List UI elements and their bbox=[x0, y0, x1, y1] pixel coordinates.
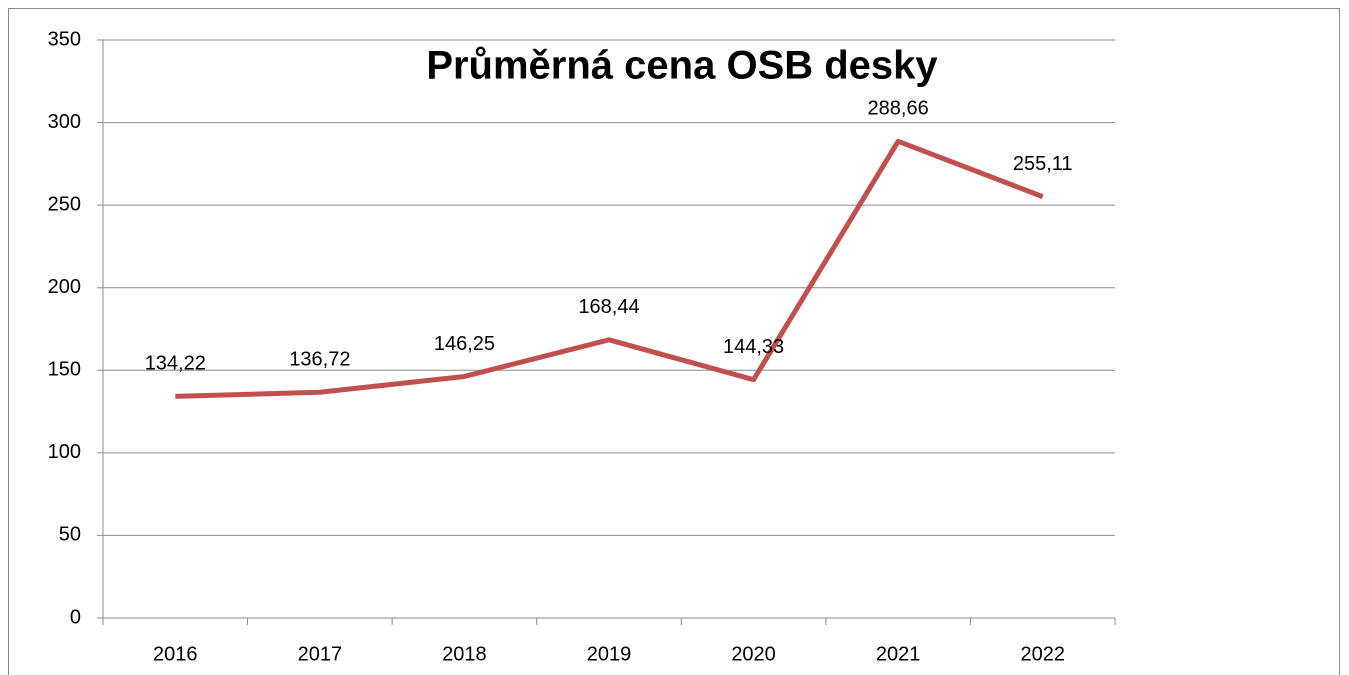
y-tick-label: 250 bbox=[48, 193, 81, 215]
y-tick-label: 0 bbox=[70, 606, 81, 628]
y-tick-label: 300 bbox=[48, 111, 81, 133]
chart-border bbox=[8, 8, 1340, 675]
data-label: 136,72 bbox=[289, 348, 350, 370]
y-tick-label: 200 bbox=[48, 276, 81, 298]
x-tick-label: 2021 bbox=[876, 643, 921, 665]
x-tick-label: 2016 bbox=[153, 643, 198, 665]
y-tick-label: 350 bbox=[48, 28, 81, 50]
data-label: 144,33 bbox=[723, 336, 784, 358]
x-tick-label: 2018 bbox=[442, 643, 487, 665]
x-tick-label: 2020 bbox=[731, 643, 776, 665]
data-label: 134,22 bbox=[145, 353, 206, 375]
x-tick-label: 2019 bbox=[587, 643, 632, 665]
data-line bbox=[175, 138, 1044, 399]
chart-title: Průměrná cena OSB desky bbox=[426, 44, 938, 88]
data-label: 168,44 bbox=[578, 296, 639, 318]
y-tick-label: 50 bbox=[59, 524, 81, 546]
x-tick-label: 2017 bbox=[298, 643, 343, 665]
data-label: 146,25 bbox=[434, 333, 495, 355]
y-tick-label: 100 bbox=[48, 441, 81, 463]
x-tick-label: 2022 bbox=[1020, 643, 1065, 665]
data-label: 288,66 bbox=[868, 98, 929, 120]
data-label: 255,11 bbox=[1013, 153, 1073, 175]
y-tick-label: 150 bbox=[48, 359, 81, 381]
